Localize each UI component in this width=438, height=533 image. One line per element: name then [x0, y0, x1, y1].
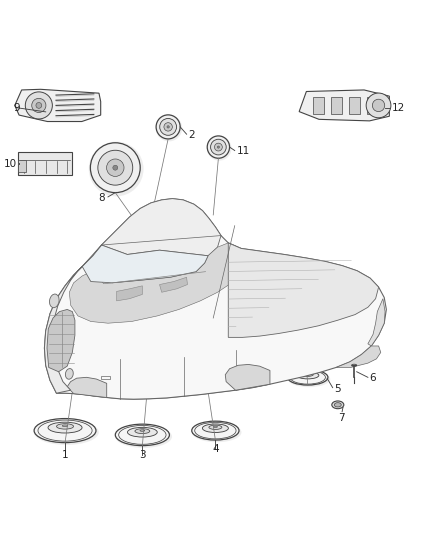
Polygon shape [15, 90, 101, 122]
Ellipse shape [332, 401, 344, 409]
Polygon shape [299, 90, 389, 121]
Ellipse shape [57, 424, 74, 429]
Circle shape [113, 165, 118, 170]
Circle shape [217, 146, 219, 148]
Text: 5: 5 [334, 384, 341, 394]
Text: 10: 10 [4, 159, 17, 169]
Text: 12: 12 [392, 103, 405, 114]
Ellipse shape [213, 426, 218, 427]
Text: 7: 7 [338, 414, 345, 423]
Ellipse shape [297, 372, 319, 379]
Text: 1: 1 [62, 450, 68, 459]
Text: 4: 4 [212, 444, 219, 454]
Bar [331, 97, 342, 114]
Bar [367, 97, 378, 114]
Ellipse shape [306, 374, 310, 375]
Polygon shape [67, 377, 107, 398]
Bar [18, 160, 26, 172]
Circle shape [32, 98, 46, 112]
Circle shape [25, 92, 53, 119]
Ellipse shape [207, 136, 232, 160]
Ellipse shape [352, 364, 357, 366]
Polygon shape [368, 298, 385, 346]
Ellipse shape [192, 421, 239, 440]
Bar [313, 97, 324, 114]
Text: 6: 6 [370, 373, 376, 383]
Circle shape [207, 136, 230, 158]
Polygon shape [82, 245, 208, 283]
Bar [18, 152, 72, 175]
Circle shape [90, 143, 140, 192]
Circle shape [164, 123, 172, 131]
Polygon shape [102, 199, 221, 256]
Polygon shape [47, 310, 75, 372]
Ellipse shape [34, 419, 99, 445]
Ellipse shape [127, 427, 157, 437]
Ellipse shape [65, 368, 73, 379]
Ellipse shape [135, 429, 150, 433]
Polygon shape [57, 337, 270, 399]
Ellipse shape [288, 369, 328, 385]
Polygon shape [117, 286, 142, 301]
Circle shape [160, 118, 177, 135]
Circle shape [98, 150, 133, 185]
Circle shape [106, 159, 124, 176]
Polygon shape [44, 266, 82, 393]
Ellipse shape [49, 294, 59, 308]
Bar [349, 97, 360, 114]
Circle shape [167, 126, 170, 128]
Circle shape [211, 139, 226, 155]
Ellipse shape [302, 373, 313, 376]
Text: 2: 2 [188, 130, 195, 140]
Text: 3: 3 [139, 450, 146, 459]
Polygon shape [159, 277, 187, 292]
Circle shape [215, 143, 223, 151]
Ellipse shape [115, 424, 170, 446]
Circle shape [156, 115, 180, 139]
Circle shape [372, 99, 385, 111]
Ellipse shape [140, 430, 145, 431]
Ellipse shape [89, 142, 144, 196]
Ellipse shape [288, 371, 330, 387]
Text: 9: 9 [14, 102, 20, 112]
Text: 8: 8 [99, 193, 105, 203]
Circle shape [366, 93, 391, 118]
Circle shape [36, 102, 42, 108]
Ellipse shape [34, 418, 96, 442]
Ellipse shape [334, 402, 341, 407]
Polygon shape [44, 199, 386, 399]
Ellipse shape [62, 425, 68, 426]
Ellipse shape [192, 422, 241, 442]
Ellipse shape [209, 425, 222, 430]
Text: 11: 11 [237, 147, 250, 156]
Ellipse shape [48, 422, 82, 433]
Polygon shape [69, 243, 241, 323]
Ellipse shape [115, 425, 172, 448]
Polygon shape [336, 346, 381, 367]
Ellipse shape [202, 424, 228, 432]
Polygon shape [228, 243, 378, 337]
Bar [101, 376, 110, 379]
Ellipse shape [156, 115, 182, 141]
Polygon shape [225, 365, 270, 390]
